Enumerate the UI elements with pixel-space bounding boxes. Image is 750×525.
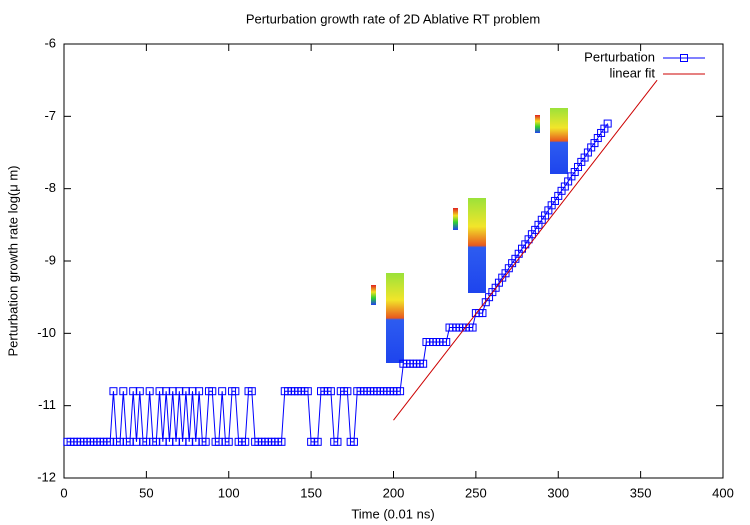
inset-images	[371, 108, 568, 363]
inset-colorbar	[453, 208, 458, 230]
y-tick-label: -10	[37, 325, 56, 340]
inset-image	[550, 108, 568, 174]
y-axis-label: Perturbation growth rate log(μ m)	[5, 165, 20, 356]
x-tick-label: 150	[300, 485, 322, 500]
data-point	[313, 437, 322, 446]
data-point	[442, 338, 451, 347]
data-point	[241, 437, 250, 446]
inset-colorbar	[371, 285, 376, 305]
x-tick-label: 50	[139, 485, 153, 500]
x-tick-label: 100	[218, 485, 240, 500]
data-point	[419, 359, 428, 368]
y-tick-label: -11	[38, 397, 56, 412]
data-point	[349, 437, 358, 446]
data-point	[247, 387, 256, 396]
data-point	[109, 387, 118, 396]
data-point	[303, 387, 312, 396]
data-point	[135, 387, 144, 396]
data-point	[603, 119, 612, 128]
y-tick-label: -7	[44, 108, 56, 123]
x-tick-label: 200	[383, 485, 405, 500]
data-point	[333, 437, 342, 446]
data-point	[343, 387, 352, 396]
data-point	[468, 323, 477, 332]
inset-colorbar	[535, 115, 540, 133]
legend-label: linear fit	[609, 65, 655, 80]
y-tick-label: -8	[44, 180, 56, 195]
x-tick-label: 350	[630, 485, 652, 500]
x-tick-label: 300	[547, 485, 569, 500]
data-point	[478, 309, 487, 318]
plot-frame	[63, 43, 724, 479]
chart-title: Perturbation growth rate of 2D Ablative …	[246, 11, 540, 26]
x-tick-label: 250	[465, 485, 487, 500]
y-tick-label: -12	[37, 469, 56, 484]
inset-image	[386, 273, 404, 363]
data-point	[224, 437, 233, 446]
x-tick-label: 400	[712, 485, 734, 500]
data-point	[218, 387, 227, 396]
data-point	[195, 387, 204, 396]
data-point	[119, 387, 128, 396]
data-point	[208, 387, 217, 396]
x-axis-label: Time (0.01 ns)	[351, 506, 434, 521]
data-point	[396, 387, 405, 396]
series-line	[393, 79, 658, 421]
inset-image	[468, 198, 486, 293]
data-point	[326, 387, 335, 396]
data-point	[145, 387, 154, 396]
data-point	[231, 387, 240, 396]
data-point	[277, 437, 286, 446]
x-tick-label: 0	[60, 485, 67, 500]
y-tick-label: -9	[44, 252, 56, 267]
y-tick-label: -6	[44, 35, 56, 50]
data-point	[201, 437, 210, 446]
legend-swatch-marker	[680, 54, 688, 62]
legend-label: Perturbation	[584, 49, 655, 64]
